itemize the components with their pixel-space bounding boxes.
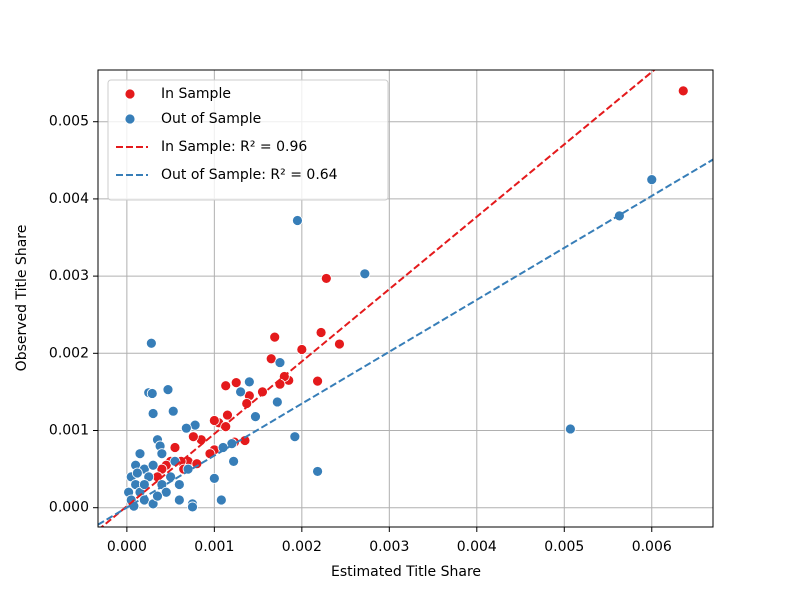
scatter-point (134, 448, 146, 460)
scatter-point (146, 388, 158, 399)
scatter-point (235, 386, 246, 398)
scatter-point (269, 331, 281, 343)
scatter-point (646, 174, 658, 186)
x-tick-label: 0.004 (457, 539, 497, 555)
scatter-point (220, 421, 232, 433)
y-tick-label: 0.000 (49, 500, 89, 516)
x-tick-label: 0.001 (194, 539, 234, 555)
scatter-point (228, 455, 239, 467)
x-axis-label: Estimated Title Share (331, 564, 481, 580)
scatter-point (147, 459, 159, 471)
fit-line (100, 70, 656, 527)
scatter-point (312, 375, 323, 387)
scatter-point (296, 344, 308, 355)
scatter-point (167, 405, 179, 417)
scatter-point (312, 466, 323, 477)
x-tick-label: 0.002 (282, 539, 322, 555)
scatter-point (180, 422, 192, 434)
y-tick-label: 0.001 (49, 423, 89, 439)
scatter-point (169, 455, 181, 467)
scatter-point (187, 431, 199, 443)
scatter-point (208, 472, 220, 484)
axes-frame (97, 69, 714, 528)
x-tick-label: 0.006 (632, 539, 672, 555)
legend: In Sample Out of Sample In Sample: R² = 0.… (107, 79, 389, 201)
x-tick-label: 0.005 (544, 539, 584, 555)
y-axis-label: Observed Title Share (14, 225, 30, 372)
scatter-point (215, 494, 227, 506)
y-tick-label: 0.002 (49, 345, 89, 361)
scatter-point (165, 471, 177, 483)
scatter-point (156, 448, 168, 460)
scatter-point (274, 357, 286, 368)
scatter-point (208, 415, 220, 426)
scatter-point (162, 384, 174, 395)
scatter-point (292, 215, 303, 226)
y-tick-label: 0.004 (49, 191, 89, 207)
scatter-point (147, 408, 159, 419)
scatter-point (187, 501, 198, 513)
scatter-point (138, 479, 150, 490)
legend-label: Out of Sample (161, 111, 261, 127)
scatter-point (320, 273, 332, 284)
legend-marker (124, 88, 136, 100)
scatter-point (565, 423, 576, 435)
scatter-point (222, 409, 233, 421)
ticks: 0.000 0.001 0.002 0.003 0.004 0.005 0.006 0.000… (49, 114, 672, 555)
scatter-point (169, 442, 181, 453)
scatter-point (243, 376, 255, 388)
y-tick-label: 0.003 (49, 268, 89, 284)
legend-marker (124, 113, 136, 125)
scatter-point (173, 494, 185, 506)
scatter-point (230, 377, 242, 389)
scatter-point (173, 479, 185, 490)
scatter-point (271, 396, 283, 408)
legend-label: In Sample (161, 86, 231, 102)
scatter-point (289, 431, 301, 443)
legend-label: Out of Sample: R² = 0.64 (161, 167, 338, 183)
scatter-point (359, 268, 371, 280)
y-tick-label: 0.005 (49, 114, 89, 130)
scatter-point (131, 467, 143, 479)
scatter-point (257, 386, 268, 398)
scatter-point (677, 85, 689, 97)
scatter-point (334, 338, 345, 350)
plot-area (98, 70, 713, 527)
scatter-point (145, 337, 157, 349)
scatter-point (250, 411, 261, 423)
legend-box (107, 79, 389, 201)
fit-line (98, 158, 713, 526)
scatter-point (220, 380, 232, 392)
scatter-point (315, 327, 327, 338)
x-tick-label: 0.003 (369, 539, 409, 555)
x-tick-label: 0.000 (107, 539, 147, 555)
legend-label: In Sample: R² = 0.96 (161, 139, 307, 155)
scatter-point (152, 490, 163, 502)
